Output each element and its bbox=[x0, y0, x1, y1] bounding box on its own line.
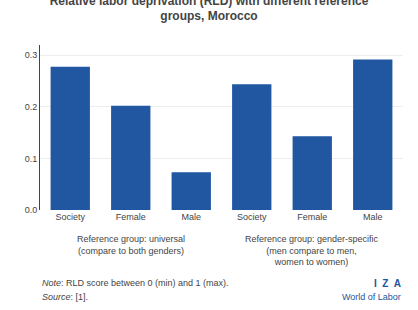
svg-text:Male: Male bbox=[363, 212, 383, 222]
svg-text:Reference group: gender-specif: Reference group: gender-specific(men com… bbox=[245, 234, 379, 267]
svg-text:Female: Female bbox=[297, 212, 327, 222]
svg-text:0.2: 0.2 bbox=[25, 102, 38, 112]
svg-text:Male: Male bbox=[181, 212, 201, 222]
svg-text:I Z A: I Z A bbox=[374, 278, 401, 289]
svg-text:World of Labor: World of Labor bbox=[342, 292, 401, 302]
svg-text:Note: RLD score between 0 (min: Note: RLD score between 0 (min) and 1 (m… bbox=[42, 278, 229, 288]
svg-text:0.1: 0.1 bbox=[25, 154, 38, 164]
svg-text:0.0: 0.0 bbox=[25, 205, 38, 215]
svg-text:Relative labor deprivation (RL: Relative labor deprivation (RLD) with di… bbox=[50, 0, 369, 23]
svg-text:Reference group: universal(com: Reference group: universal(compare to bo… bbox=[77, 234, 185, 256]
svg-text:0.3: 0.3 bbox=[25, 50, 38, 60]
svg-text:Society: Society bbox=[237, 212, 267, 222]
svg-text:Society: Society bbox=[55, 212, 85, 222]
svg-text:Source: [1].: Source: [1]. bbox=[42, 292, 88, 302]
svg-text:Female: Female bbox=[116, 212, 146, 222]
